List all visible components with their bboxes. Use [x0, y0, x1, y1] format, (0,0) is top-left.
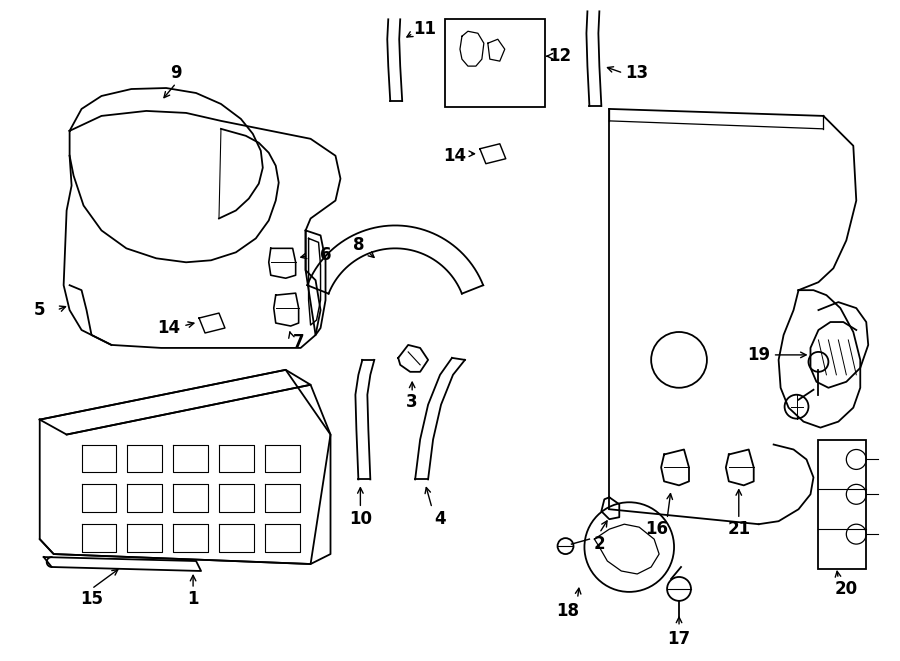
- Text: 12: 12: [548, 47, 572, 65]
- Text: 8: 8: [353, 237, 364, 254]
- Text: 2: 2: [594, 535, 605, 553]
- Text: 11: 11: [414, 20, 436, 38]
- Text: 5: 5: [34, 301, 46, 319]
- Text: 17: 17: [668, 630, 690, 648]
- Text: 10: 10: [349, 510, 372, 528]
- Bar: [818, 440, 866, 569]
- Text: 20: 20: [835, 580, 858, 598]
- Text: 1: 1: [187, 590, 199, 608]
- Text: 13: 13: [626, 64, 649, 82]
- Text: 4: 4: [434, 510, 446, 528]
- Text: 3: 3: [406, 393, 418, 410]
- Text: 9: 9: [170, 64, 182, 82]
- Text: 19: 19: [747, 346, 770, 364]
- Text: 14: 14: [158, 319, 181, 337]
- Text: 15: 15: [80, 590, 103, 608]
- Bar: [445, 19, 544, 107]
- Text: 6: 6: [320, 247, 331, 264]
- Text: 16: 16: [645, 520, 669, 538]
- Text: 14: 14: [444, 147, 466, 165]
- Text: 18: 18: [556, 602, 579, 620]
- Text: 21: 21: [727, 520, 751, 538]
- Text: 7: 7: [292, 333, 304, 351]
